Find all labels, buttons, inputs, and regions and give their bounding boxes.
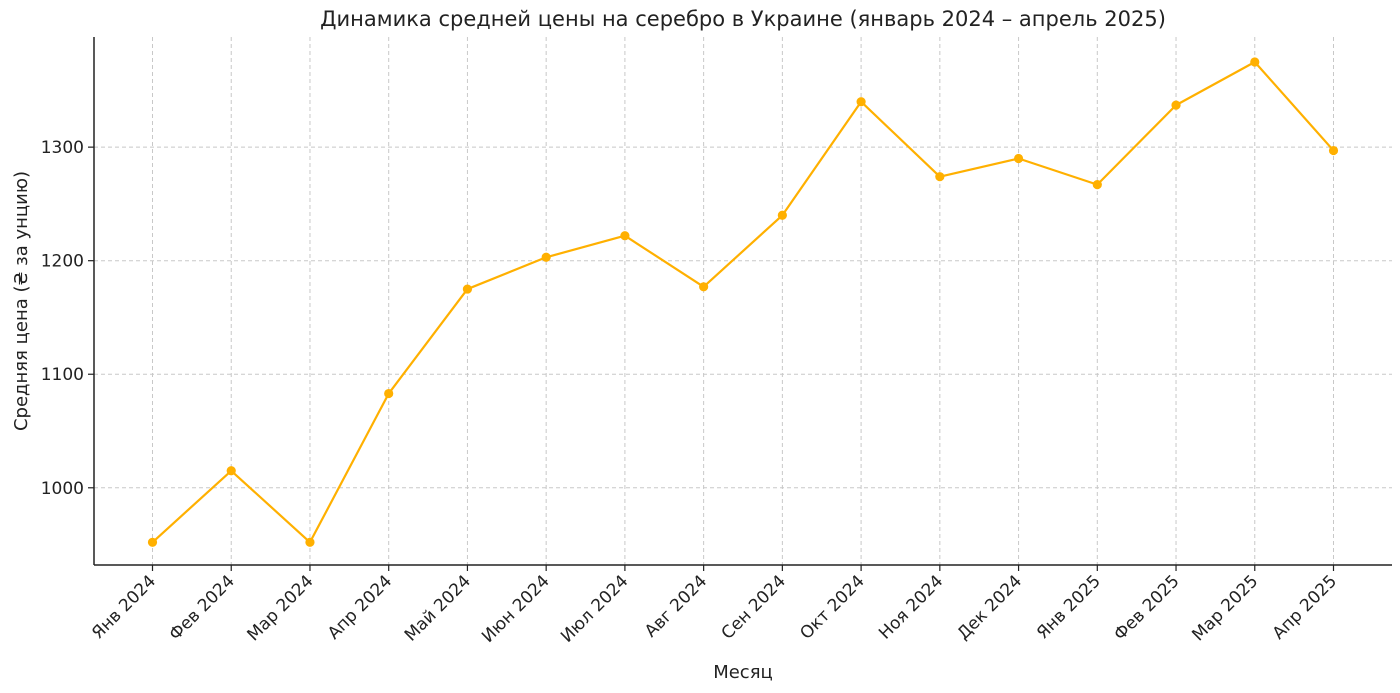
- data-point: [384, 388, 394, 399]
- x-tick-label: Фев 2024: [165, 571, 238, 644]
- y-axis-label: Средняя цена (₴ за унцию): [11, 171, 32, 431]
- data-point: [305, 537, 315, 547]
- x-tick-label: Июн 2024: [478, 571, 554, 647]
- x-tick-label: Авг 2024: [641, 571, 711, 641]
- data-point: [226, 466, 236, 476]
- x-tick-label: Мар 2024: [244, 571, 318, 645]
- x-tick-label: Сен 2024: [718, 571, 790, 643]
- x-tick-label: Июл 2024: [557, 571, 632, 646]
- y-tick-label: 1300: [41, 138, 84, 158]
- data-point: [699, 282, 709, 292]
- data-point: [1013, 153, 1024, 164]
- data-point: [777, 210, 787, 220]
- x-tick-label: Апр 2025: [1269, 571, 1341, 643]
- y-tick-label: 1100: [41, 365, 84, 385]
- x-tick-label: Апр 2024: [324, 571, 396, 643]
- series-line: [151, 60, 1335, 544]
- x-tick-label: Янв 2025: [1033, 571, 1105, 643]
- data-point: [1092, 180, 1102, 190]
- data-point: [1250, 57, 1260, 67]
- x-tick-label: Окт 2024: [796, 571, 868, 643]
- y-tick-label: 1200: [41, 252, 84, 272]
- x-tick-label: Янв 2024: [88, 571, 160, 643]
- y-tick-label: 1000: [41, 479, 84, 499]
- x-tick-label: Ноя 2024: [875, 571, 947, 643]
- tick-labels: Янв 2024 Фев 2024 Мар 2024 Апр 2024 Май 2024…: [41, 138, 1341, 647]
- data-point: [620, 231, 630, 241]
- x-tick-label: Май 2024: [401, 571, 475, 645]
- axes: [88, 37, 1392, 571]
- x-tick-label: Мар 2025: [1188, 571, 1262, 645]
- data-point: [1171, 100, 1181, 110]
- data-point: [1328, 145, 1339, 156]
- x-axis-label: Месяц: [713, 662, 773, 683]
- data-point: [935, 172, 945, 182]
- data-point: [541, 252, 551, 262]
- series-price: [147, 57, 1339, 547]
- x-tick-label: Фев 2025: [1110, 571, 1183, 644]
- x-tick-label: Дек 2024: [953, 571, 1026, 644]
- data-point: [462, 284, 473, 294]
- data-point: [147, 537, 158, 547]
- data-point: [856, 97, 866, 107]
- grid-lines: [94, 37, 1392, 565]
- chart-title: Динамика средней цены на серебро в Украи…: [320, 7, 1166, 31]
